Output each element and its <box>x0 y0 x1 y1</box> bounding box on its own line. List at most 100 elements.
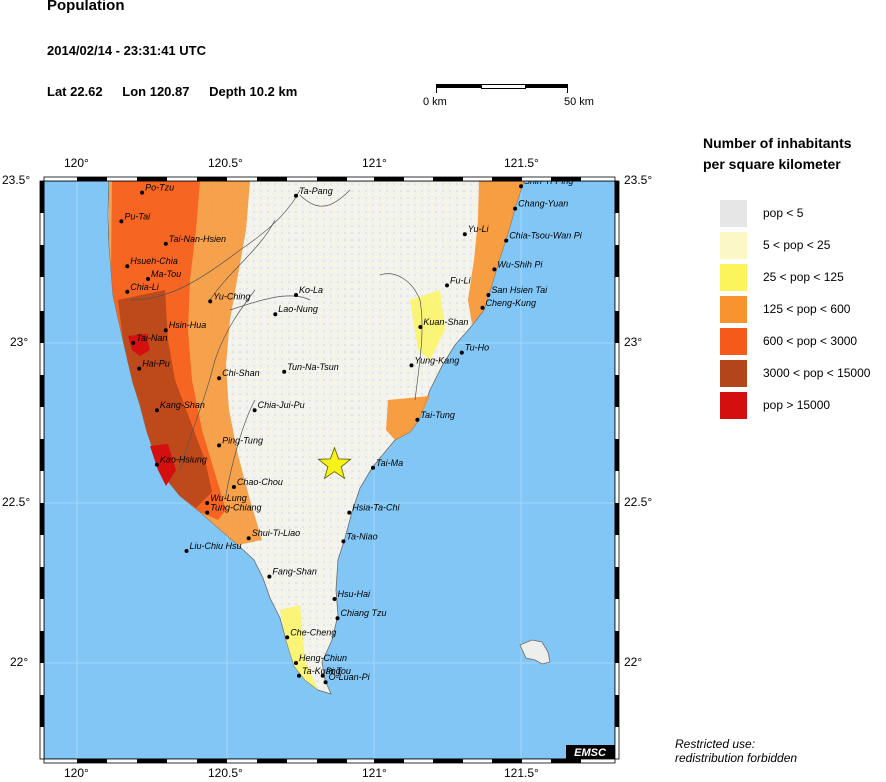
place-label: Shih-Ti-Ping <box>524 176 573 186</box>
place-marker <box>480 305 485 310</box>
place-label: Hsia-Ta-Chi <box>352 503 400 513</box>
place-label: Chang-Yuan <box>518 199 568 209</box>
place-label: Chi-Shan <box>222 368 260 378</box>
place-label: Tai-Tung <box>420 410 455 420</box>
place-label: Yung-Kang <box>415 355 460 365</box>
place-marker <box>125 264 130 269</box>
place-label: Tun-Na-Tsun <box>287 362 339 372</box>
place-marker <box>504 238 509 243</box>
lon-tick-top-3: 121° <box>362 156 387 170</box>
place-label: Yu-Ching <box>213 291 250 301</box>
place-label: Chao-Chou <box>237 477 283 487</box>
place-label: Tai-Nan-Hsien <box>169 234 226 244</box>
place-label: Chiang Tzu <box>341 608 387 618</box>
legend-swatch <box>720 391 747 419</box>
place-label: Heng-Chiun <box>299 653 347 663</box>
place-label: Chia-Jui-Pu <box>258 400 305 410</box>
place-marker <box>146 277 150 281</box>
place-label: Che-Cheng <box>290 627 336 637</box>
latitude-text: Lat 22.62 <box>47 84 103 99</box>
place-marker <box>294 193 298 198</box>
legend-swatch <box>720 327 747 355</box>
usage-notice-line1: Restricted use: <box>675 737 756 751</box>
place-label: Tai-Nan <box>136 333 167 343</box>
place-marker <box>335 616 340 621</box>
place-marker <box>418 325 423 329</box>
event-coordinates: Lat 22.62 Lon 120.87 Depth 10.2 km <box>47 84 313 99</box>
place-label: Yu-Li <box>468 224 490 234</box>
place-marker <box>131 341 136 345</box>
place-label: Lao-Nung <box>278 304 318 314</box>
island-lutao <box>519 639 551 665</box>
legend-label: 5 < pop < 25 <box>763 238 831 252</box>
place-label: Kuan-Shan <box>423 317 468 327</box>
place-marker <box>492 267 497 272</box>
legend-swatch <box>720 359 747 387</box>
credit-text: EMSC <box>574 747 607 759</box>
lat-tick-right-4: 22° <box>624 655 643 669</box>
place-marker <box>154 408 159 413</box>
place-label: Ta-Kuang <box>302 666 341 676</box>
place-marker <box>137 366 142 371</box>
lon-tick-top-4: 121.5° <box>504 156 539 170</box>
place-marker <box>252 408 257 413</box>
place-marker <box>267 574 272 579</box>
legend-label: 25 < pop < 125 <box>763 270 844 284</box>
lon-tick-bottom-2: 120.5° <box>208 766 243 780</box>
legend-swatch <box>720 231 747 259</box>
place-label: Kang-Shan <box>160 400 205 410</box>
place-label: Ma-Tou <box>151 269 181 279</box>
scale-start-label: 0 km <box>423 96 447 108</box>
place-label: Wu-Shih Pi <box>497 259 543 269</box>
place-marker <box>323 680 328 685</box>
usage-notice-line2: redistribution forbidden <box>675 751 798 765</box>
lon-tick-top-1: 120° <box>64 156 89 170</box>
place-label: Fu-Li <box>450 275 472 285</box>
place-marker <box>513 206 518 211</box>
place-label: Ta-Niao <box>346 531 377 541</box>
place-label: Hai-Pu <box>142 359 170 369</box>
lat-tick-right-1: 23.5° <box>624 173 653 187</box>
place-label: San Hsien Tai <box>491 285 548 295</box>
place-label: Kao-Hsiung <box>160 455 207 465</box>
place-marker <box>409 363 414 368</box>
map-title: Population <box>47 0 125 14</box>
place-marker <box>371 465 375 470</box>
place-label: Pi Tou <box>326 666 351 676</box>
legend-item: 5 < pop < 25 <box>720 231 830 259</box>
place-marker <box>231 485 236 489</box>
lat-tick-right-3: 22.5° <box>624 495 653 509</box>
place-marker <box>282 369 287 374</box>
legend-item: pop < 5 <box>720 199 803 227</box>
place-marker <box>163 328 168 333</box>
event-datetime: 2014/02/14 - 23:31:41 UTC <box>47 43 206 58</box>
legend-title: Number of inhabitants per square kilomet… <box>703 133 852 175</box>
population-map: Po-Tzu Ta-Pang Shih-Ti-Ping Chang-Yuan Pu-Ta… <box>39 176 620 764</box>
legend-label: pop > 15000 <box>763 398 831 412</box>
place-label: Shui-Ti-Liao <box>252 528 300 538</box>
place-label: Po-Tzu <box>145 183 174 193</box>
place-label: Ta-Pang <box>299 186 333 196</box>
place-marker <box>347 510 352 515</box>
depth-text: Depth 10.2 km <box>209 84 298 99</box>
place-marker <box>462 232 467 237</box>
place-marker <box>273 312 278 317</box>
place-label: Ko-La <box>299 285 323 295</box>
place-label: Hsu-Hai <box>338 589 372 599</box>
urban-density <box>109 181 524 690</box>
frame-border-ticks <box>39 176 620 764</box>
lon-tick-bottom-4: 121.5° <box>504 766 539 780</box>
legend-item: 600 < pop < 3000 <box>720 327 857 355</box>
lat-tick-left-3: 22.5° <box>2 495 31 509</box>
place-label: Tai-Ma <box>376 458 403 468</box>
place-marker <box>415 417 420 422</box>
place-label: Cheng-Kung <box>486 298 537 308</box>
legend-swatch <box>720 263 747 291</box>
place-label: O-Luan-Pi <box>329 672 371 682</box>
lat-tick-left-2: 23° <box>10 335 29 349</box>
legend-label: pop < 5 <box>763 206 804 220</box>
place-marker <box>285 635 290 640</box>
place-marker <box>184 549 189 553</box>
place-label: Chia-Li <box>130 282 160 292</box>
place-marker <box>208 299 213 304</box>
